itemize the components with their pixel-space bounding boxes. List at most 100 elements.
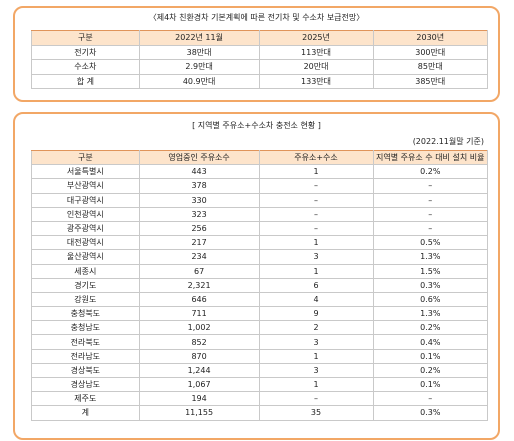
table-cell: 광주광역시 [31,220,140,237]
table-row: 인천광역시 323– – [31,206,489,222]
table-cell: 부산광역시 [31,178,140,194]
table-row: 충청북도 711 9 1.3% [31,306,489,322]
table-cell: 전라북도 [31,334,140,350]
header-cell: 2022년 11월 [138,30,260,46]
table-row: 광주광역시 256– – [31,220,489,237]
table-row: 수소차 2.9만대 20만대 85만대 [31,59,489,75]
table-cell: 256 [138,220,260,237]
table-row: 제주도 194– – [31,391,489,407]
table-cell: 0.2% [372,362,489,379]
table-cell: 경상북도 [31,362,140,379]
table-cell: 323 [138,206,260,222]
table-cell: 67 [138,263,260,279]
table-cell: 충청남도 [31,320,140,336]
header-cell: 구분 [31,149,140,166]
forecast-table: 구분 2022년 11월 2025년 2030년 전기차 38만대 113만대 300만대 수소… [31,30,489,89]
table-cell: 대전광역시 [31,235,140,251]
table-row: 충청남도 1,002 2 0.2% [31,320,489,336]
table-cell: 인천광역시 [31,206,140,222]
table-row: 대전광역시 217 1 0.5% [31,235,489,251]
table-cell: 234 [138,249,260,265]
stations-table: 구분 영업중인 주유소수 주유소+수소 지역별 주유소 수 대비 설치 비율 서울특별시… [31,149,489,421]
table-cell: 전라남도 [31,348,140,364]
table-cell: 제주도 [31,391,140,407]
table-cell: – [258,391,374,407]
table-cell: 1 [258,376,374,393]
table-cell: 1 [258,164,374,180]
forecast-title: 〈제4차 친환경차 기본계획에 따른 전기차 및 수소차 보급전망〉 [148,13,365,22]
table-cell: 1 [258,263,374,279]
table-cell: – [372,192,489,208]
table-cell: 경기도 [31,277,140,293]
table-cell: 20만대 [258,59,374,75]
header-cell: 지역별 주유소 수 대비 설치 비율 [372,149,489,166]
table-cell: 870 [138,348,260,364]
table-cell: 1,002 [138,320,260,336]
table-cell: 0.2% [372,320,489,336]
header-cell: 구분 [31,30,140,46]
table-cell: 2 [258,320,374,336]
table-cell: 711 [138,306,260,322]
table-cell: 194 [138,391,260,407]
header-cell: 2030년 [372,30,489,46]
table-cell: – [258,206,374,222]
table-cell: 1 [258,235,374,251]
table-cell: 0.2% [372,164,489,180]
table-cell: – [372,220,489,237]
table-cell: 85만대 [372,59,489,75]
table-cell: 6 [258,277,374,293]
table-cell: 38만대 [138,44,260,60]
table-cell: 113만대 [258,44,374,60]
header-cell: 2025년 [258,30,374,46]
table-cell: 대구광역시 [31,192,140,208]
table-cell: 1.3% [372,249,489,265]
table-cell: 4 [258,291,374,308]
table-cell: – [372,178,489,194]
stations-box: [ 지역별 주유소+수소차 충전소 현황 ] (2022.11월말 기준) 구분… [13,112,500,440]
table-row: 전라북도 852 3 0.4% [31,334,489,350]
table-cell: 0.3% [372,277,489,293]
table-cell: 1,244 [138,362,260,379]
table-cell: 합 계 [31,73,140,89]
table-cell: 378 [138,178,260,194]
table-row: 서울특별시 443 1 0.2% [31,164,489,180]
table-cell: 0.4% [372,334,489,350]
stations-note: (2022.11월말 기준) [412,137,484,146]
table-cell: 3 [258,362,374,379]
table-row: 전기차 38만대 113만대 300만대 [31,44,489,60]
table-cell: 330 [138,192,260,208]
table-row: 울산광역시 234 3 1.3% [31,249,489,265]
header-cell: 주유소+수소 [258,149,374,166]
table-cell: – [258,178,374,194]
table-cell: 전기차 [31,44,140,60]
table-cell: 133만대 [258,73,374,89]
table-cell: 217 [138,235,260,251]
table-row: 경기도 2,321 6 0.3% [31,277,489,293]
table-cell: 1.5% [372,263,489,279]
table-cell: 강원도 [31,291,140,308]
table-row: 강원도 646 4 0.6% [31,291,489,308]
table-cell: 2,321 [138,277,260,293]
table-row: 경상북도 1,244 3 0.2% [31,362,489,379]
table-cell: 443 [138,164,260,180]
table-row: 계 11,155 35 0.3% [31,405,489,421]
table-cell: 40.9만대 [138,73,260,89]
forecast-box: 〈제4차 친환경차 기본계획에 따른 전기차 및 수소차 보급전망〉 구분 202… [13,6,500,102]
table-cell: 서울특별시 [31,164,140,180]
table-cell: 세종시 [31,263,140,279]
table-row: 대구광역시 330– – [31,192,489,208]
table-cell: 2.9만대 [138,59,260,75]
table-cell: 1 [258,348,374,364]
header-row: 구분 2022년 11월 2025년 2030년 [31,30,489,46]
table-row: 부산광역시 378– – [31,178,489,194]
table-cell: 3 [258,334,374,350]
table-cell: 9 [258,306,374,322]
table-cell: 1.3% [372,306,489,322]
table-cell: 0.1% [372,348,489,364]
table-cell: – [258,192,374,208]
table-row: 경상남도 1,067 1 0.1% [31,376,489,393]
table-cell: 0.5% [372,235,489,251]
table-cell: 충청북도 [31,306,140,322]
table-cell: – [372,206,489,222]
